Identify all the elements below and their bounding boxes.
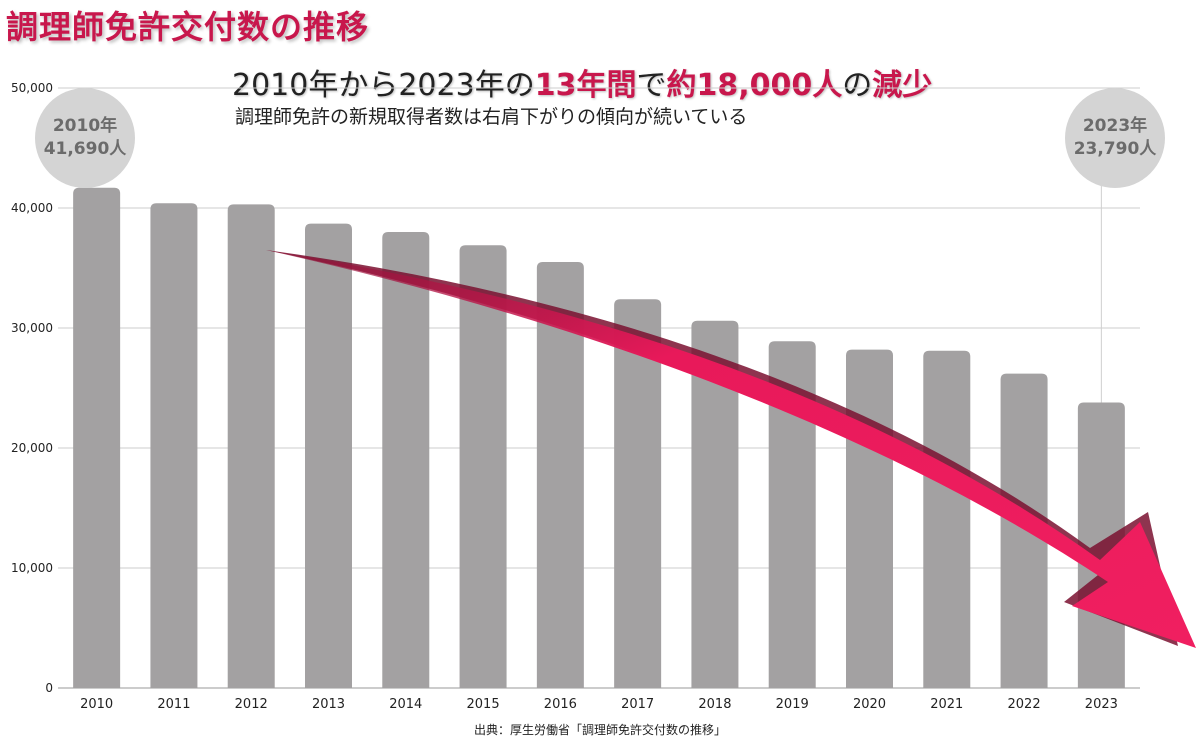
bar-2021 — [923, 350, 971, 688]
bar-2013 — [305, 223, 352, 688]
x-tick-label: 2017 — [621, 697, 654, 712]
callout-2023-year: 2023年 — [1082, 116, 1148, 137]
y-tick-label: 50,000 — [11, 81, 53, 95]
x-tick-label: 2011 — [157, 697, 190, 712]
headline-text-1: 2010年から2023年の — [232, 68, 535, 103]
headline-text-2: で — [636, 68, 667, 103]
callout-2010: 2010年 41,690人 — [35, 88, 135, 188]
x-tick-label: 2020 — [853, 697, 886, 712]
x-tick-label: 2010 — [80, 697, 113, 712]
x-tick-label: 2022 — [1008, 697, 1041, 712]
x-tick-label: 2021 — [930, 697, 963, 712]
bar-2022 — [1000, 373, 1048, 688]
x-tick-label: 2019 — [776, 697, 809, 712]
bars — [73, 187, 1125, 688]
bar-2011 — [150, 203, 198, 688]
x-axis-ticks: 2010 2011 2012 2013 2014 2015 2016 2017 2018 2019… — [80, 697, 1118, 712]
y-axis-ticks: 0 10,000 20,000 30,000 40,000 50,000 — [11, 81, 53, 695]
bar-2019 — [768, 341, 816, 688]
y-tick-label: 0 — [45, 681, 53, 695]
subtitle: 調理師免許の新規取得者数は右肩下がりの傾向が続いている — [235, 106, 748, 128]
callout-2023: 2023年 23,790人 — [1065, 88, 1165, 188]
bar-2010 — [73, 187, 121, 688]
y-tick-label: 10,000 — [11, 561, 53, 575]
x-tick-label: 2012 — [235, 697, 268, 712]
bar-2020 — [846, 349, 893, 688]
callout-2010-year: 2010年 — [52, 116, 118, 137]
bar-2018 — [691, 320, 739, 688]
callout-2010-value: 41,690人 — [43, 139, 127, 159]
bar-2016 — [536, 262, 584, 688]
headline: 2010年から2023年の13年間で約18,000人の減少 — [232, 60, 932, 104]
x-tick-label: 2018 — [698, 697, 731, 712]
headline-accent-period: 13年間 — [534, 68, 637, 103]
callout-2023-value: 23,790人 — [1073, 139, 1157, 159]
headline-accent-amount: 約18,000人 — [666, 68, 843, 103]
bar-2014 — [382, 232, 430, 688]
trend-arrow — [266, 250, 1196, 648]
x-tick-label: 2013 — [312, 697, 345, 712]
source-note: 出典：厚生労働省「調理師免許交付数の推移」 — [473, 723, 726, 737]
headline-text-3: の — [842, 68, 873, 103]
x-tick-label: 2014 — [389, 697, 422, 712]
chart-title: 調理師免許交付数の推移 — [6, 8, 370, 46]
headline-accent-decrease: 減少 — [872, 68, 933, 103]
bar-2012 — [227, 204, 275, 688]
bar-2015 — [459, 245, 507, 688]
trend-arrow-body — [266, 250, 1196, 648]
x-tick-label: 2023 — [1085, 697, 1118, 712]
x-tick-label: 2015 — [467, 697, 500, 712]
y-tick-label: 40,000 — [11, 201, 53, 215]
gridlines — [58, 87, 1140, 689]
y-tick-label: 30,000 — [11, 321, 53, 335]
bar-2017 — [614, 299, 662, 688]
y-tick-label: 20,000 — [11, 441, 53, 455]
x-tick-label: 2016 — [544, 697, 577, 712]
